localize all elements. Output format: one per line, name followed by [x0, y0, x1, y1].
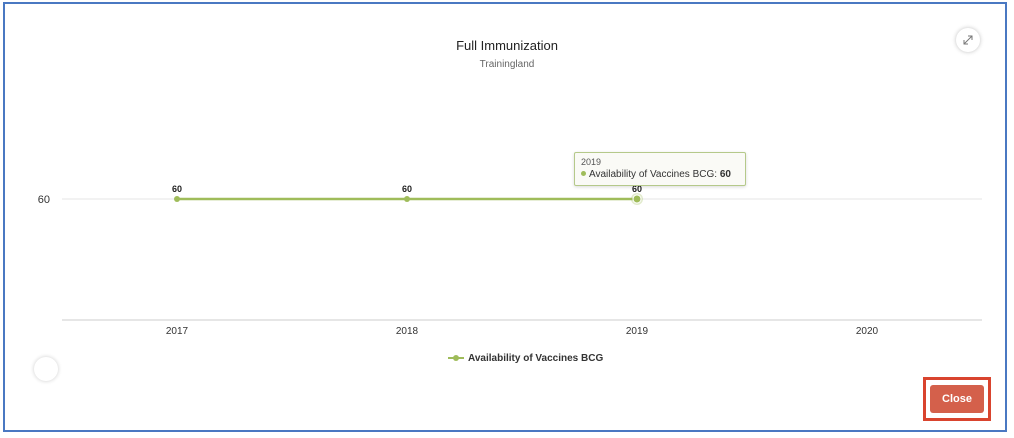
tooltip-value: 60: [719, 169, 731, 180]
tooltip-separator: :: [714, 169, 720, 180]
chart-tooltip: 2019 Availability of Vaccines BCG: 60: [574, 152, 746, 186]
y-tick-label: 60: [38, 194, 50, 206]
data-point: [174, 196, 180, 202]
x-tick-label: 2017: [166, 326, 189, 337]
data-point: [404, 196, 410, 202]
x-tick-label: 2020: [856, 326, 879, 337]
data-point: [632, 194, 642, 204]
legend-label: Availability of Vaccines BCG: [468, 352, 604, 364]
modal-frame: [3, 2, 1007, 432]
tooltip-x-value: 2019: [581, 157, 602, 167]
data-label: 60: [172, 184, 182, 194]
tooltip-row: Availability of Vaccines BCG: 60: [581, 168, 739, 181]
chart-subtitle: Trainingland: [479, 59, 535, 70]
x-tick-label: 2019: [626, 326, 649, 337]
floating-circle-button[interactable]: [34, 357, 58, 381]
expand-arrows-icon: [963, 35, 973, 45]
close-button[interactable]: Close: [930, 385, 984, 413]
close-button-highlight: [923, 377, 991, 421]
legend-item[interactable]: Availability of Vaccines BCG: [448, 350, 603, 366]
legend-swatch: [448, 353, 464, 363]
tooltip-series-dot: [581, 170, 586, 176]
data-label: 60: [402, 184, 412, 194]
chart-title: Full Immunization: [456, 38, 558, 53]
data-label: 60: [632, 184, 642, 194]
tooltip-series-name: Availability of Vaccines BCG: [589, 169, 715, 180]
x-tick-label: 2018: [396, 326, 419, 337]
expand-button[interactable]: [956, 28, 980, 52]
